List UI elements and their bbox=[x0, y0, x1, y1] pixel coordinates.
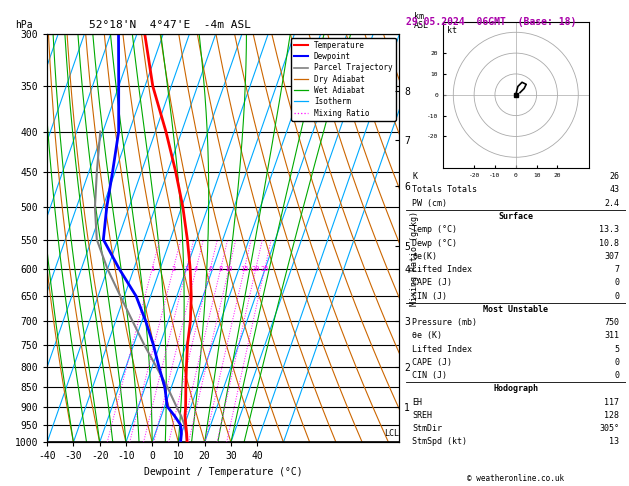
Text: 10.8: 10.8 bbox=[599, 239, 619, 247]
Text: hPa: hPa bbox=[16, 20, 33, 30]
Text: kt: kt bbox=[447, 26, 457, 35]
Text: CIN (J): CIN (J) bbox=[413, 371, 447, 380]
Text: 7: 7 bbox=[615, 265, 619, 274]
Text: StmSpd (kt): StmSpd (kt) bbox=[413, 437, 467, 446]
Text: 10: 10 bbox=[225, 266, 233, 272]
Text: Lifted Index: Lifted Index bbox=[413, 345, 472, 353]
Text: CAPE (J): CAPE (J) bbox=[413, 278, 452, 287]
Text: θe(K): θe(K) bbox=[413, 252, 437, 261]
Text: 29.05.2024  06GMT  (Base: 18): 29.05.2024 06GMT (Base: 18) bbox=[406, 17, 576, 27]
Text: 1: 1 bbox=[150, 266, 154, 272]
Text: 0: 0 bbox=[615, 358, 619, 367]
Text: 20: 20 bbox=[252, 266, 260, 272]
Text: 128: 128 bbox=[604, 411, 619, 420]
Text: Surface: Surface bbox=[498, 212, 533, 221]
Text: K: K bbox=[413, 172, 417, 181]
X-axis label: Dewpoint / Temperature (°C): Dewpoint / Temperature (°C) bbox=[144, 467, 303, 477]
Text: 2.4: 2.4 bbox=[604, 199, 619, 208]
Text: 25: 25 bbox=[260, 266, 269, 272]
Legend: Temperature, Dewpoint, Parcel Trajectory, Dry Adiabat, Wet Adiabat, Isotherm, Mi: Temperature, Dewpoint, Parcel Trajectory… bbox=[291, 38, 396, 121]
Text: 0: 0 bbox=[615, 278, 619, 287]
Text: 311: 311 bbox=[604, 331, 619, 340]
Text: 15: 15 bbox=[240, 266, 248, 272]
Text: 307: 307 bbox=[604, 252, 619, 261]
Text: 5: 5 bbox=[615, 345, 619, 353]
Text: StmDir: StmDir bbox=[413, 424, 442, 433]
Text: 117: 117 bbox=[604, 398, 619, 407]
Text: 52°18'N  4°47'E  -4m ASL: 52°18'N 4°47'E -4m ASL bbox=[89, 20, 252, 30]
Text: 6: 6 bbox=[208, 266, 213, 272]
Text: Dewp (°C): Dewp (°C) bbox=[413, 239, 457, 247]
Text: 4: 4 bbox=[194, 266, 198, 272]
Text: 0: 0 bbox=[615, 371, 619, 380]
Text: 43: 43 bbox=[610, 186, 619, 194]
Text: Pressure (mb): Pressure (mb) bbox=[413, 318, 477, 327]
Text: Totals Totals: Totals Totals bbox=[413, 186, 477, 194]
Text: 0: 0 bbox=[615, 292, 619, 300]
Text: 2: 2 bbox=[171, 266, 175, 272]
Text: 13: 13 bbox=[610, 437, 619, 446]
Text: Most Unstable: Most Unstable bbox=[483, 305, 548, 314]
Text: PW (cm): PW (cm) bbox=[413, 199, 447, 208]
Text: Mixing Ratio (g/kg): Mixing Ratio (g/kg) bbox=[410, 211, 419, 306]
Text: 3: 3 bbox=[184, 266, 189, 272]
Text: Lifted Index: Lifted Index bbox=[413, 265, 472, 274]
Text: θe (K): θe (K) bbox=[413, 331, 442, 340]
Text: Hodograph: Hodograph bbox=[493, 384, 538, 393]
Text: 13.3: 13.3 bbox=[599, 225, 619, 234]
Text: EH: EH bbox=[413, 398, 422, 407]
Text: LCL: LCL bbox=[384, 429, 399, 438]
Text: km
ASL: km ASL bbox=[413, 12, 428, 30]
Text: CIN (J): CIN (J) bbox=[413, 292, 447, 300]
Text: 8: 8 bbox=[218, 266, 223, 272]
Text: 26: 26 bbox=[610, 172, 619, 181]
Text: CAPE (J): CAPE (J) bbox=[413, 358, 452, 367]
Text: © weatheronline.co.uk: © weatheronline.co.uk bbox=[467, 474, 564, 483]
Text: 750: 750 bbox=[604, 318, 619, 327]
Text: Temp (°C): Temp (°C) bbox=[413, 225, 457, 234]
Text: SREH: SREH bbox=[413, 411, 432, 420]
Text: 305°: 305° bbox=[599, 424, 619, 433]
